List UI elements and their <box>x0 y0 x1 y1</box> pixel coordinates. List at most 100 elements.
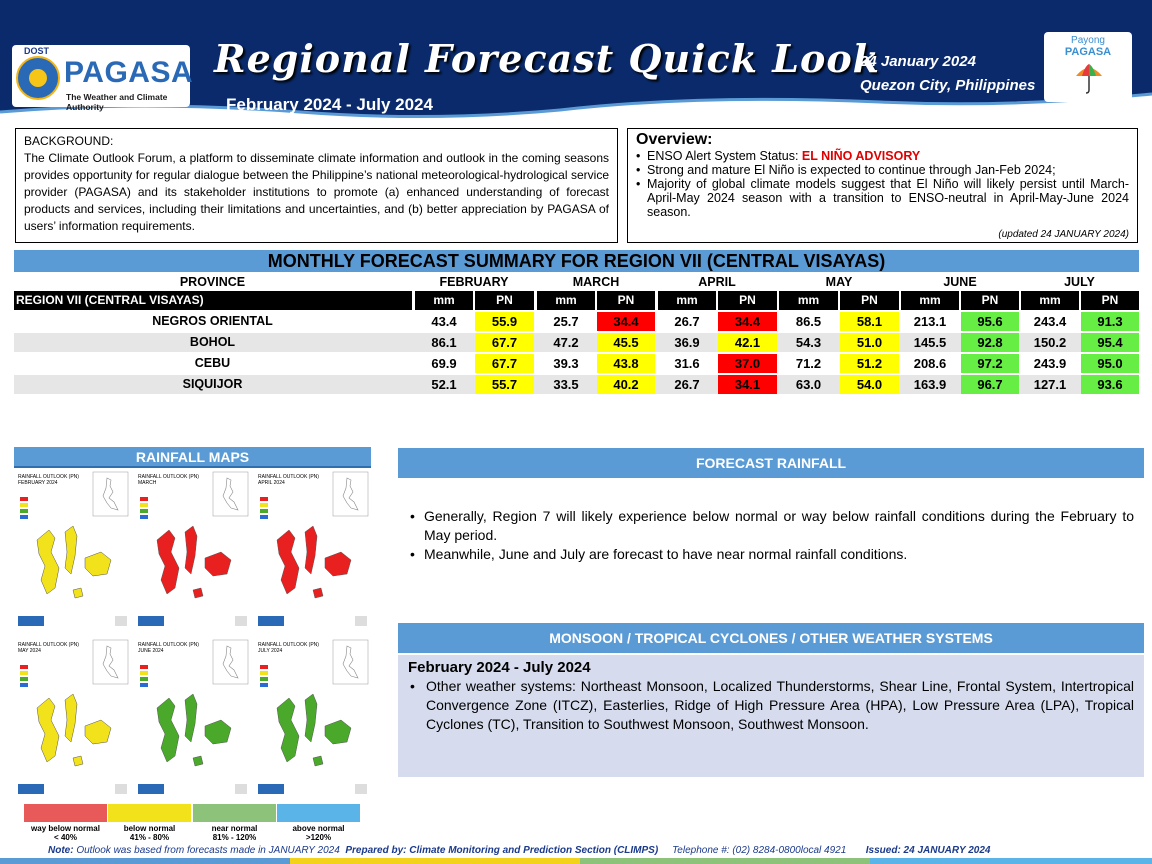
negros-island <box>276 529 300 595</box>
umbrella-icon <box>1076 64 1102 94</box>
mini-scale-icon <box>115 784 127 794</box>
percent-normal-cell: 91.3 <box>1081 312 1139 331</box>
legend-category: near normal <box>211 824 258 833</box>
negros-island <box>36 697 60 763</box>
rainfall-map: RAINFALL OUTLOOK (PN)JUNE 2024 <box>138 639 249 794</box>
monsoon-item: Other weather systems: Northeast Monsoon… <box>408 677 1134 734</box>
monsoon-period: February 2024 - July 2024 <box>408 659 591 676</box>
pn-header: PN <box>475 291 534 310</box>
footer-note-label: Note: <box>48 845 74 856</box>
map-inset-frame <box>332 471 369 517</box>
map-legend-swatch <box>260 665 268 669</box>
percent-normal-cell: 92.8 <box>961 333 1019 352</box>
map-legend-swatch <box>20 665 28 669</box>
forecast-rainfall-item: Meanwhile, June and July are forecast to… <box>408 545 1134 564</box>
rainfall-map-tile: RAINFALL OUTLOOK (PN) JUNE 2024 <box>135 638 250 798</box>
pn-header: PN <box>597 291 655 310</box>
map-legend-swatch <box>140 503 148 507</box>
province-name: BOHOL <box>189 335 236 349</box>
rainfall-mm-cell: 26.7 <box>674 377 700 392</box>
percent-normal-cell: 42.1 <box>718 333 777 352</box>
overview-item-models: Majority of global climate models sugges… <box>636 177 1129 219</box>
percent-normal-cell: 37.0 <box>718 354 777 373</box>
percent-normal-cell: 67.7 <box>475 333 534 352</box>
rainfall-mm-cell: 213.1 <box>913 314 947 329</box>
map-legend-swatch <box>20 683 28 687</box>
map-inset-outline <box>222 645 239 679</box>
pn-header: PN <box>718 291 777 310</box>
mm-header: mm <box>537 291 595 310</box>
month-header: JUNE <box>943 275 977 289</box>
map-legend-swatch <box>140 671 148 675</box>
cebu-island <box>304 525 318 575</box>
month-header: FEBRUARY <box>439 275 509 289</box>
page-footer: Note: Outlook was based from forecasts m… <box>48 845 1148 858</box>
percent-normal-cell: 34.4 <box>597 312 655 331</box>
issue-place: Quezon City, Philippines <box>860 77 1036 94</box>
percent-normal-cell: 95.6 <box>961 312 1019 331</box>
legend-category: below normal <box>123 824 176 833</box>
monsoon-title: MONSOON / TROPICAL CYCLONES / OTHER WEAT… <box>398 623 1144 653</box>
legend-color-bar <box>193 804 276 822</box>
percent-normal-cell: 51.0 <box>840 333 899 352</box>
issue-date: 24 January 2024 <box>860 53 976 70</box>
map-legend-swatch <box>260 503 268 507</box>
rainfall-mm-cell: 43.4 <box>431 314 457 329</box>
map-outlook-label: RAINFALL OUTLOOK (PN) <box>138 474 199 480</box>
legend-color-bar <box>277 804 360 822</box>
table-row: CEBU 69.9 67.7 39.3 43.8 31.6 37.0 71.2 51.2 208.… <box>14 354 1139 373</box>
overview-box: Overview: ENSO Alert System Status: EL N… <box>627 128 1138 243</box>
map-inset-outline <box>342 477 359 511</box>
map-legend-swatch <box>20 509 28 513</box>
map-legend-swatch <box>20 671 28 675</box>
footer-strip <box>0 858 1152 864</box>
enso-prefix: ENSO Alert System Status: <box>647 149 802 163</box>
table-row: NEGROS ORIENTAL 43.4 55.9 25.7 34.4 26.7 34.4 8… <box>14 312 1139 331</box>
payong-pagasa-text: PAGASA <box>1064 46 1112 58</box>
mini-logo-icon <box>258 784 284 794</box>
legend-range: 81% - 120% <box>212 833 257 842</box>
table-header-row: PROVINCE FEBRUARY MARCH APRIL MAY JUNE J… <box>14 273 1139 290</box>
overview-list: ENSO Alert System Status: EL NIÑO ADVISO… <box>636 149 1129 219</box>
map-inset-frame <box>212 471 249 517</box>
map-inset-outline <box>102 645 119 679</box>
map-outlook-label: RAINFALL OUTLOOK (PN) <box>258 642 319 648</box>
background-text: The Climate Outlook Forum, a platform to… <box>24 151 609 233</box>
payong-pagasa-logo: Payong PAGASA <box>1044 32 1132 102</box>
rainfall-map-tile: RAINFALL OUTLOOK (PN) APRIL 2024 <box>255 470 370 630</box>
map-legend-swatch <box>260 509 268 513</box>
mm-header: mm <box>1021 291 1079 310</box>
province-name: CEBU <box>194 356 231 370</box>
mm-header: mm <box>415 291 473 310</box>
region-label: REGION VII (CENTRAL VISAYAS) <box>14 291 412 310</box>
percent-normal-cell: 43.8 <box>597 354 655 373</box>
siquijor-island <box>192 587 204 599</box>
mini-logo-icon <box>138 616 164 626</box>
rainfall-mm-cell: 26.7 <box>674 314 700 329</box>
mm-header: mm <box>658 291 716 310</box>
header-banner <box>0 0 1152 119</box>
legend-category: above normal <box>292 824 345 833</box>
forecast-period: February 2024 - July 2024 <box>226 95 433 114</box>
map-inset-frame <box>212 639 249 685</box>
map-inset-outline <box>222 477 239 511</box>
siquijor-island <box>72 755 84 767</box>
rainfall-maps-title: RAINFALL MAPS <box>14 447 371 468</box>
percent-normal-cell: 95.4 <box>1081 333 1139 352</box>
payong-text: Payong <box>1071 35 1105 46</box>
map-inset-outline <box>102 477 119 511</box>
mini-scale-icon <box>355 616 367 626</box>
bohol-island <box>324 551 352 577</box>
bohol-island <box>204 551 232 577</box>
pagasa-logo: DOST PAGASA The Weather and Climate Auth… <box>12 45 193 112</box>
percent-normal-cell: 51.2 <box>840 354 899 373</box>
bohol-island <box>324 719 352 745</box>
bohol-island <box>84 551 112 577</box>
month-header: APRIL <box>698 275 736 289</box>
legend-color-bar <box>24 804 107 822</box>
percent-normal-cell: 97.2 <box>961 354 1019 373</box>
map-inset-frame <box>92 639 129 685</box>
mini-scale-icon <box>115 616 127 626</box>
rainfall-mm-cell: 86.1 <box>431 335 457 350</box>
percent-normal-cell: 45.5 <box>597 333 655 352</box>
